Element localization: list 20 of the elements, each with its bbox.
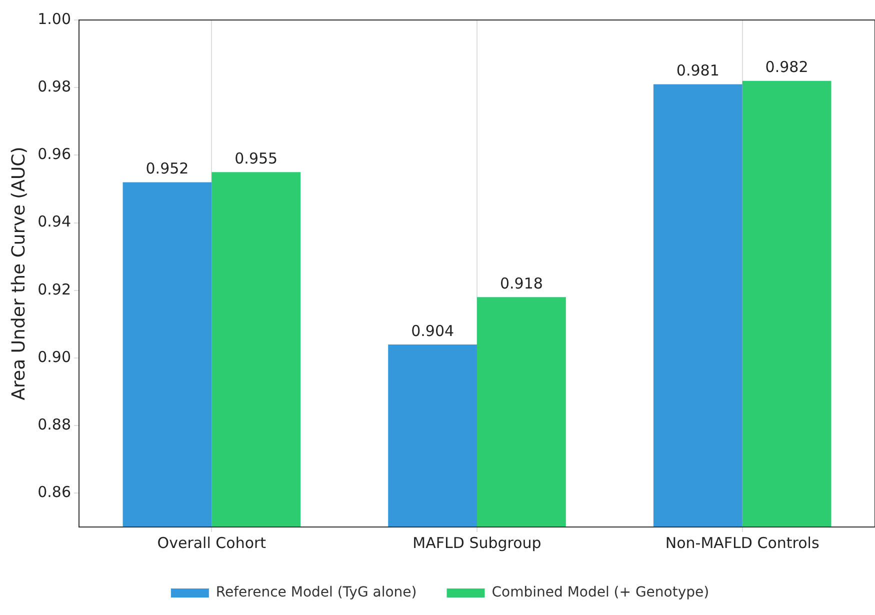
- data-label: 0.904: [411, 322, 454, 340]
- data-label: 0.952: [146, 160, 189, 178]
- legend-label: Reference Model (TyG alone): [216, 584, 417, 601]
- x-tick-label: Non-MAFLD Controls: [665, 534, 820, 552]
- y-tick-label: 0.94: [38, 212, 71, 231]
- y-tick-label: 0.96: [38, 145, 71, 164]
- data-label: 0.981: [676, 62, 720, 80]
- y-tick-label: 0.86: [38, 483, 71, 502]
- data-label: 0.982: [765, 58, 808, 76]
- x-tick-label: Overall Cohort: [157, 534, 266, 552]
- legend-label: Combined Model (+ Genotype): [492, 584, 710, 601]
- data-label: 0.918: [500, 274, 543, 293]
- x-tick-label: MAFLD Subgroup: [412, 534, 542, 552]
- y-tick-label: 0.92: [38, 280, 71, 298]
- y-tick-label: 0.90: [38, 348, 71, 366]
- y-tick-label: 0.88: [38, 415, 71, 434]
- y-tick-label: 0.98: [38, 77, 71, 96]
- data-label: 0.955: [234, 149, 278, 168]
- y-axis-title: Area Under the Curve (AUC): [8, 146, 30, 400]
- y-tick-label: 1.00: [38, 10, 71, 28]
